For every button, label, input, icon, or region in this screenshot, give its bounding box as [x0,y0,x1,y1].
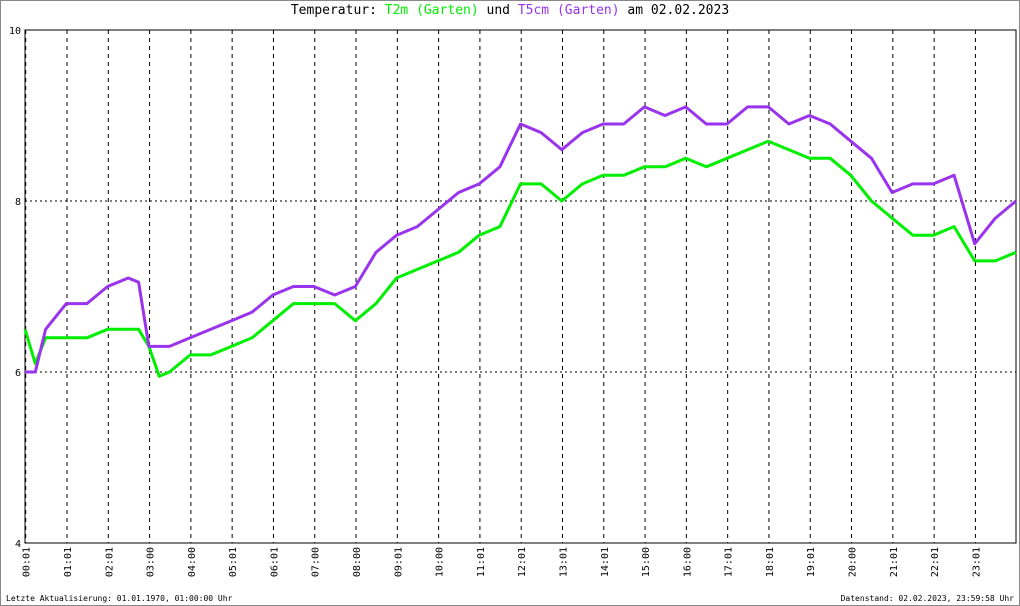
chart-title: Temperatur: T2m (Garten) und T5cm (Garte… [291,3,729,18]
x-tick-label: 23:01 [971,547,982,577]
x-tick-label: 00:01 [22,547,33,577]
legend-entry: T2m (Garten) [385,3,479,18]
y-tick-label: 10 [9,26,21,37]
title-prefix: Temperatur: [291,3,377,18]
x-tick-label: 08:00 [352,547,363,577]
x-tick-label: 12:01 [517,547,528,577]
x-tick-label: 09:01 [393,547,404,577]
plot-border [24,29,1017,544]
x-tick-label: 14:01 [600,547,611,577]
x-tick-label: 02:01 [104,547,115,577]
series-line [23,139,1017,378]
x-tick-label: 04:00 [187,547,198,577]
x-tick-label: 18:01 [765,547,776,577]
x-tick-label: 05:01 [228,547,239,577]
y-tick-label: 8 [15,197,21,208]
y-tick-label: 6 [15,368,21,379]
series-line [25,105,1017,374]
x-tick-label: 16:00 [682,547,693,577]
y-tick-label: 4 [15,539,21,550]
x-tick-label: 21:01 [889,547,900,577]
x-tick-label: 03:00 [146,547,157,577]
legend-entry: T5cm (Garten) [518,3,620,18]
x-tick-label: 01:01 [63,547,74,577]
x-tick-label: 17:01 [724,547,735,577]
footer-left: Letzte Aktualisierung: 01.01.1970, 01:00… [6,594,233,603]
x-tick-label: 13:01 [558,547,569,577]
footer-right: Datenstand: 02.02.2023, 23:59:58 Uhr [841,594,1015,603]
x-tick-label: 20:00 [848,547,859,577]
x-tick-label: 11:01 [476,547,487,577]
x-tick-label: 06:01 [269,547,280,577]
x-tick-label: 15:00 [641,547,652,577]
title-suffix: am 02.02.2023 [627,3,729,18]
x-tick-label: 10:00 [435,547,446,577]
x-tick-label: 22:01 [930,547,941,577]
title-join: und [487,3,510,18]
x-tick-label: 19:01 [806,547,817,577]
x-tick-label: 07:00 [311,547,322,577]
